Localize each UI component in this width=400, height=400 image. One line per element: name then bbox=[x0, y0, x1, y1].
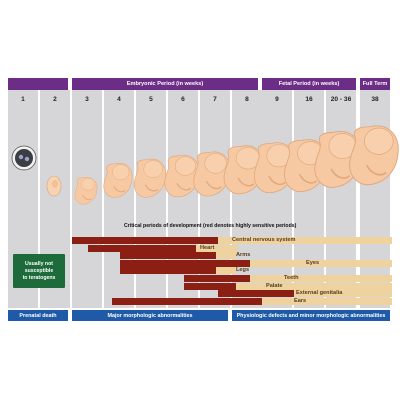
critical-period-less-sensitive-bar bbox=[250, 275, 392, 282]
week-number: 2 bbox=[53, 96, 57, 103]
week-number: 6 bbox=[181, 96, 185, 103]
organ-label: Teeth bbox=[284, 275, 299, 281]
blastocyst-icon bbox=[46, 175, 62, 197]
critical-period-less-sensitive-bar bbox=[196, 244, 238, 252]
zygote-icon bbox=[11, 145, 37, 171]
week-number: 5 bbox=[149, 96, 153, 103]
critical-period-highly-sensitive-bar bbox=[184, 275, 250, 282]
embryo-icon bbox=[223, 145, 265, 195]
not-susceptible-note: Usually not susceptible to teratogens bbox=[13, 254, 65, 288]
critical-period-highly-sensitive-bar bbox=[88, 244, 196, 252]
embryo-icon bbox=[164, 154, 200, 198]
embryo-icon bbox=[74, 177, 98, 205]
embryo-silhouettes bbox=[74, 125, 399, 205]
critical-period-highly-sensitive-bar bbox=[218, 290, 294, 298]
header-embryonic-period: Embryonic Period (in weeks) bbox=[72, 78, 258, 90]
week-number: 20 - 36 bbox=[330, 96, 352, 103]
week-number: 8 bbox=[245, 96, 249, 103]
critical-period-less-sensitive-bar bbox=[216, 252, 236, 260]
critical-period-highly-sensitive-bar bbox=[120, 267, 216, 275]
critical-periods-title: Critical periods of development (red den… bbox=[124, 223, 297, 229]
week-column bbox=[262, 90, 292, 308]
footer-prenatal-death: Prenatal death bbox=[8, 310, 68, 321]
week-number: 3 bbox=[85, 96, 89, 103]
critical-period-highly-sensitive-bar bbox=[184, 282, 236, 290]
week-column bbox=[232, 90, 262, 308]
critical-period-less-sensitive-bar bbox=[294, 290, 392, 298]
organ-label: Palate bbox=[266, 282, 283, 289]
organ-label: Legs bbox=[236, 267, 250, 274]
critical-period-highly-sensitive-bar bbox=[120, 259, 250, 267]
critical-period-less-sensitive-bar bbox=[250, 259, 392, 267]
week-number: 38 bbox=[371, 96, 379, 103]
embryo-icon bbox=[193, 151, 231, 197]
header-fetal-period: Fetal Period (in weeks) bbox=[262, 78, 356, 90]
week-number: 7 bbox=[213, 96, 217, 103]
embryo-icon bbox=[284, 139, 328, 192]
organ-label: Heart bbox=[200, 244, 215, 251]
critical-period-highly-sensitive-bar bbox=[72, 237, 218, 244]
embryo-icon bbox=[133, 158, 167, 198]
footer-major-abnormalities: Major morphologic abnormalities bbox=[72, 310, 228, 321]
critical-period-highly-sensitive-bar bbox=[120, 252, 216, 260]
embryo-icon bbox=[103, 162, 133, 198]
header-full-term: Full Term bbox=[360, 78, 390, 90]
organ-label: Arms bbox=[236, 252, 251, 259]
organ-label: Eyes bbox=[306, 259, 320, 266]
organ-label: Central nervous system bbox=[232, 237, 296, 243]
organ-label: Ears bbox=[294, 297, 307, 304]
week-column bbox=[326, 90, 356, 308]
critical-period-less-sensitive-bar bbox=[216, 267, 236, 275]
critical-period-less-sensitive-bar bbox=[262, 297, 392, 305]
week-number: 4 bbox=[117, 96, 121, 103]
organ-label: External genitalia bbox=[296, 290, 343, 297]
week-number: 9 bbox=[275, 96, 279, 103]
critical-period-less-sensitive-bar bbox=[236, 282, 392, 290]
week-number: 16 bbox=[305, 96, 313, 103]
header-spacer-left bbox=[8, 78, 68, 90]
critical-period-highly-sensitive-bar bbox=[112, 297, 262, 305]
embryo-icon bbox=[349, 125, 399, 186]
critical-period-less-sensitive-bar bbox=[218, 237, 392, 244]
footer-minor-abnormalities: Physiologic defects and minor morphologi… bbox=[232, 310, 390, 321]
week-column bbox=[294, 90, 324, 308]
week-number: 1 bbox=[21, 96, 25, 103]
